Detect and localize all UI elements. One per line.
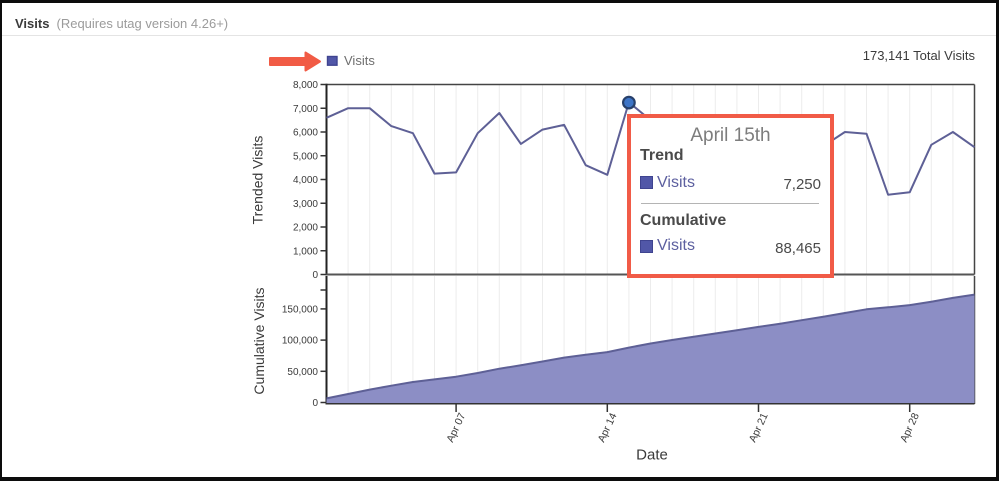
svg-text:Cumulative Visits: Cumulative Visits bbox=[251, 287, 267, 394]
svg-text:50,000: 50,000 bbox=[287, 367, 318, 378]
svg-text:Apr 28: Apr 28 bbox=[898, 411, 922, 444]
svg-text:1,000: 1,000 bbox=[293, 246, 318, 257]
svg-text:Apr 14: Apr 14 bbox=[596, 411, 620, 444]
svg-text:4,000: 4,000 bbox=[293, 175, 318, 186]
svg-text:2,000: 2,000 bbox=[293, 223, 318, 234]
svg-text:Apr 07: Apr 07 bbox=[444, 411, 468, 444]
svg-text:7,000: 7,000 bbox=[293, 104, 318, 115]
svg-text:Apr 21: Apr 21 bbox=[747, 411, 771, 444]
svg-text:6,000: 6,000 bbox=[293, 128, 318, 139]
svg-text:3,000: 3,000 bbox=[293, 199, 318, 210]
svg-text:0: 0 bbox=[312, 270, 318, 281]
svg-text:8,000: 8,000 bbox=[293, 80, 318, 91]
svg-text:0: 0 bbox=[312, 398, 318, 409]
svg-text:150,000: 150,000 bbox=[282, 304, 319, 315]
svg-text:Date: Date bbox=[636, 447, 668, 464]
svg-text:100,000: 100,000 bbox=[282, 336, 319, 347]
svg-text:Trended Visits: Trended Visits bbox=[250, 136, 266, 225]
svg-text:5,000: 5,000 bbox=[293, 151, 318, 162]
